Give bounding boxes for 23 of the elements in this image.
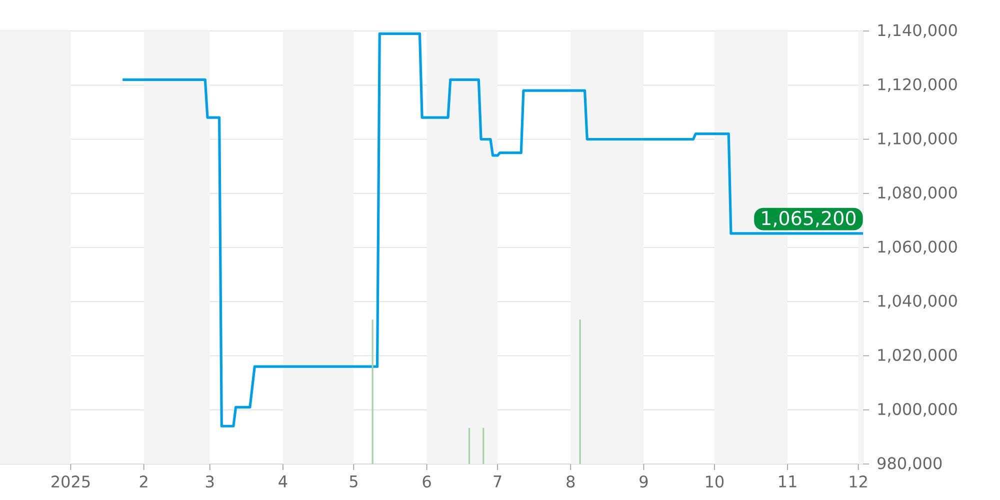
x-tick-label: 7 (494, 476, 502, 488)
x-tick-label: 8 (566, 476, 575, 488)
y-tick-label: 980,000 (878, 457, 942, 471)
x-tick-label: 10 (706, 476, 724, 488)
line-series (121, 32, 864, 428)
x-tick-label: 9 (640, 476, 648, 488)
x-tick-label: 4 (278, 476, 288, 488)
x-tick-label: 11 (779, 476, 796, 488)
x-tick-label: 2025 (52, 476, 90, 488)
y-tick-label: 1,140,000 (878, 24, 957, 38)
x-tick-label: 5 (350, 476, 358, 488)
y-tick-label: 1,100,000 (878, 132, 957, 146)
y-tick-label: 1,060,000 (878, 240, 957, 254)
y-tick-label: 1,020,000 (878, 348, 957, 363)
y-tick-label: 1,000,000 (878, 403, 957, 417)
y-tick-label: 1,080,000 (878, 186, 957, 200)
x-tick-label: 3 (206, 476, 214, 488)
y-tick-label: 1,040,000 (878, 294, 957, 308)
x-tick-label: 2 (140, 476, 148, 488)
y-tick-label: 1,120,000 (878, 78, 957, 92)
x-tick-label: 6 (422, 476, 431, 488)
x-tick-label: 12 (850, 476, 867, 488)
annotation: 1,065,200 (762, 210, 856, 228)
